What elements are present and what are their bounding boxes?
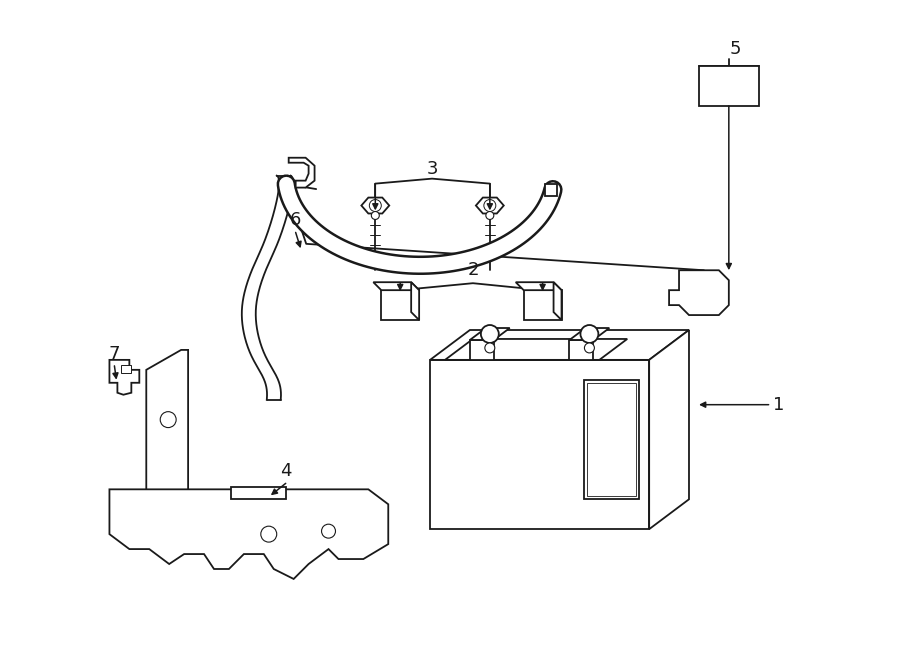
Bar [231, 487, 285, 499]
Circle shape [261, 526, 276, 542]
Polygon shape [669, 270, 729, 315]
Circle shape [369, 200, 382, 212]
Polygon shape [374, 282, 419, 290]
Polygon shape [289, 158, 315, 188]
Text: 1: 1 [773, 396, 784, 414]
Polygon shape [649, 330, 689, 529]
Circle shape [580, 325, 598, 343]
Polygon shape [362, 198, 390, 214]
Polygon shape [470, 328, 509, 340]
Circle shape [481, 325, 499, 343]
Bar [588, 383, 636, 496]
Circle shape [486, 212, 494, 219]
Bar [122, 365, 131, 373]
Polygon shape [110, 489, 388, 579]
Polygon shape [430, 360, 649, 529]
Circle shape [584, 343, 594, 353]
Text: 6: 6 [290, 212, 302, 229]
Polygon shape [476, 198, 504, 214]
Bar [699, 66, 759, 106]
Bar [584, 380, 639, 499]
Polygon shape [110, 360, 140, 395]
Polygon shape [524, 290, 562, 320]
Polygon shape [411, 282, 419, 320]
Polygon shape [430, 330, 689, 360]
Text: 7: 7 [109, 345, 121, 363]
Circle shape [485, 343, 495, 353]
Circle shape [372, 212, 379, 219]
Circle shape [484, 200, 496, 212]
Polygon shape [470, 340, 494, 360]
Polygon shape [570, 340, 593, 360]
Polygon shape [516, 282, 562, 290]
Text: 5: 5 [730, 40, 742, 58]
Polygon shape [445, 339, 627, 360]
Text: 2: 2 [467, 261, 479, 279]
Text: 3: 3 [427, 160, 437, 178]
Polygon shape [544, 184, 557, 196]
Polygon shape [554, 282, 562, 320]
Text: 4: 4 [280, 463, 292, 481]
Circle shape [160, 412, 176, 428]
Polygon shape [147, 350, 188, 517]
Circle shape [321, 524, 336, 538]
Polygon shape [570, 328, 609, 340]
Polygon shape [382, 290, 419, 320]
